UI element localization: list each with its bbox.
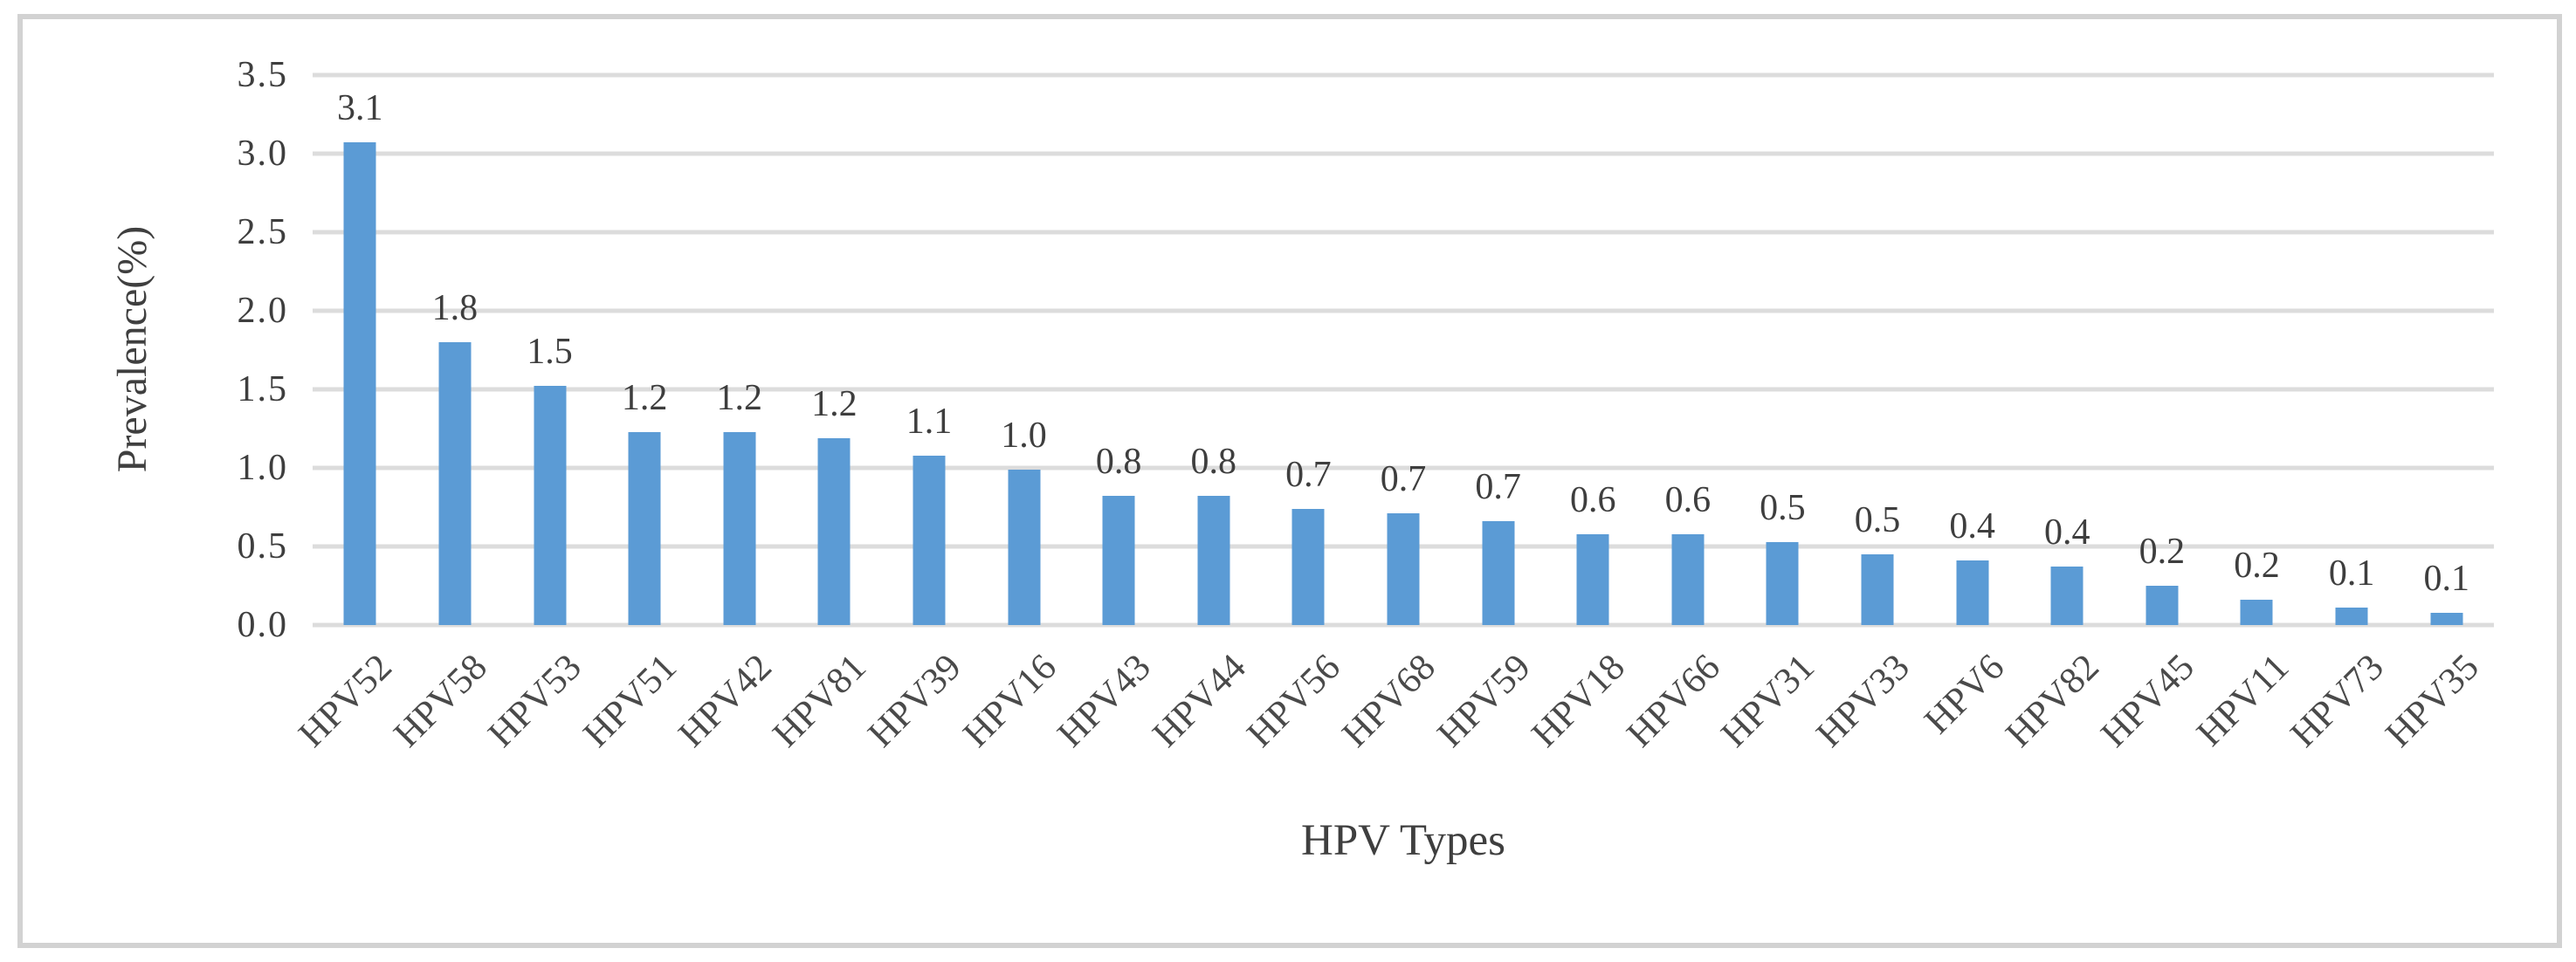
- bar-slot: 0.2: [2115, 75, 2210, 625]
- bar-value-label: 0.2: [2234, 546, 2280, 586]
- bar: [1482, 521, 1515, 625]
- bar-value-label: 0.1: [2423, 559, 2469, 599]
- bar-value-label: 1.2: [716, 378, 762, 418]
- bar-slot: 0.7: [1450, 75, 1546, 625]
- bar-value-label: 0.2: [2139, 532, 2186, 572]
- bar-value-label: 0.4: [1949, 506, 1995, 546]
- bar-slot: 0.7: [1356, 75, 1451, 625]
- bar-slot: 1.5: [502, 75, 597, 625]
- x-axis-title: HPV Types: [1300, 816, 1505, 865]
- bar: [2146, 586, 2179, 625]
- bar-slot: 1.2: [597, 75, 692, 625]
- y-axis-ticks: 3.5 3.0 2.5 2.0 1.5 1.0 0.5 0.0: [140, 57, 288, 643]
- bar-value-label: 3.1: [337, 88, 383, 128]
- bar: [1197, 496, 1230, 625]
- bar-value-label: 0.6: [1664, 480, 1712, 520]
- bar-slot: 0.4: [1925, 75, 2020, 625]
- plot-area: 3.1 1.8 1.5 1.2 1.2 1.2 1.1 1.0 0.8 0.8 0.7 0.7 0.7 0…: [313, 72, 2494, 628]
- bar-slot: 1.2: [787, 75, 882, 625]
- bar: [438, 342, 472, 625]
- bar-slot: 1.2: [692, 75, 787, 625]
- bar-value-label: 0.6: [1569, 480, 1616, 520]
- bar: [2335, 608, 2368, 625]
- bar-slot: 1.1: [882, 75, 977, 625]
- bar-value-label: 1.2: [811, 384, 858, 424]
- bar: [1766, 542, 1799, 625]
- bar-value-label: 1.2: [621, 378, 668, 418]
- bar-slot: 0.8: [1166, 75, 1261, 625]
- bar-slot: 0.5: [1735, 75, 1830, 625]
- bar: [343, 142, 376, 625]
- bar-value-label: 0.7: [1380, 459, 1427, 499]
- gridline: [313, 622, 2494, 628]
- y-axis-tick-label: 0.5: [237, 526, 288, 567]
- bar: [1956, 560, 1989, 625]
- y-axis-tick-label: 1.0: [237, 448, 288, 488]
- bar-slot: 0.8: [1071, 75, 1167, 625]
- bar: [1387, 513, 1420, 625]
- bar-value-label: 1.1: [906, 402, 953, 442]
- y-axis-tick-label: 3.5: [237, 55, 288, 95]
- y-axis-tick-label: 1.5: [237, 369, 288, 409]
- bar: [913, 456, 946, 625]
- gridline: [313, 72, 2494, 78]
- bar-value-label: 1.0: [1001, 416, 1047, 456]
- bar: [628, 432, 661, 625]
- bar-slot: 0.4: [2020, 75, 2115, 625]
- bar: [817, 438, 851, 625]
- gridline: [313, 465, 2494, 471]
- y-axis-tick-label: 2.5: [237, 212, 288, 252]
- bar: [1671, 534, 1705, 625]
- bar: [2050, 567, 2084, 625]
- bar-value-label: 0.5: [1760, 488, 1806, 528]
- bar-slot: 0.7: [1261, 75, 1356, 625]
- y-axis-tick-label: 0.0: [237, 605, 288, 645]
- bar-slot: 0.2: [2209, 75, 2304, 625]
- bar-slot: 1.0: [976, 75, 1071, 625]
- bar-slot: 1.8: [408, 75, 503, 625]
- bar-value-label: 0.8: [1095, 442, 1142, 482]
- bar-value-label: 0.8: [1190, 442, 1237, 482]
- gridline: [313, 230, 2494, 235]
- bar-slot: 0.1: [2399, 75, 2494, 625]
- y-axis-tick-label: 2.0: [237, 291, 288, 331]
- bar-value-label: 0.7: [1475, 467, 1521, 507]
- bar-slot: 0.5: [1830, 75, 1925, 625]
- bar: [534, 386, 566, 625]
- y-axis-tick-label: 3.0: [237, 134, 288, 174]
- bar-slot: 0.1: [2304, 75, 2400, 625]
- bar-slot: 3.1: [313, 75, 408, 625]
- bar-slot: 0.6: [1641, 75, 1736, 625]
- bar: [1291, 509, 1325, 625]
- gridline: [313, 387, 2494, 392]
- bar-value-label: 0.5: [1854, 500, 1901, 540]
- bar-value-label: 0.7: [1285, 455, 1332, 495]
- bar: [1008, 470, 1041, 625]
- bar: [723, 432, 756, 625]
- bar: [2430, 613, 2463, 625]
- bar: [1861, 554, 1894, 625]
- gridline: [313, 151, 2494, 156]
- bar: [1102, 496, 1135, 625]
- bar-value-label: 1.5: [527, 332, 573, 372]
- gridline: [313, 308, 2494, 313]
- bar: [1576, 534, 1609, 625]
- bar-value-label: 0.4: [2044, 512, 2090, 553]
- bar: [2240, 600, 2273, 625]
- bar-value-label: 1.8: [431, 288, 479, 328]
- bar-value-label: 0.1: [2328, 553, 2375, 594]
- bar-slot: 0.6: [1546, 75, 1641, 625]
